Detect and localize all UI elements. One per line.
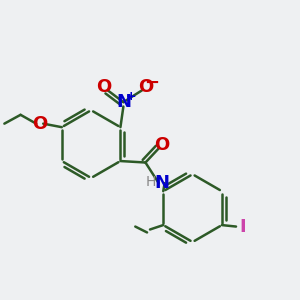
Text: N: N [154,174,169,192]
Text: N: N [116,93,131,111]
Text: H: H [145,175,156,189]
Text: O: O [97,78,112,96]
Text: O: O [154,136,169,154]
Text: O: O [138,78,153,96]
Text: +: + [125,90,136,104]
Text: O: O [32,115,47,133]
Text: −: − [144,74,160,92]
Text: I: I [240,218,246,236]
